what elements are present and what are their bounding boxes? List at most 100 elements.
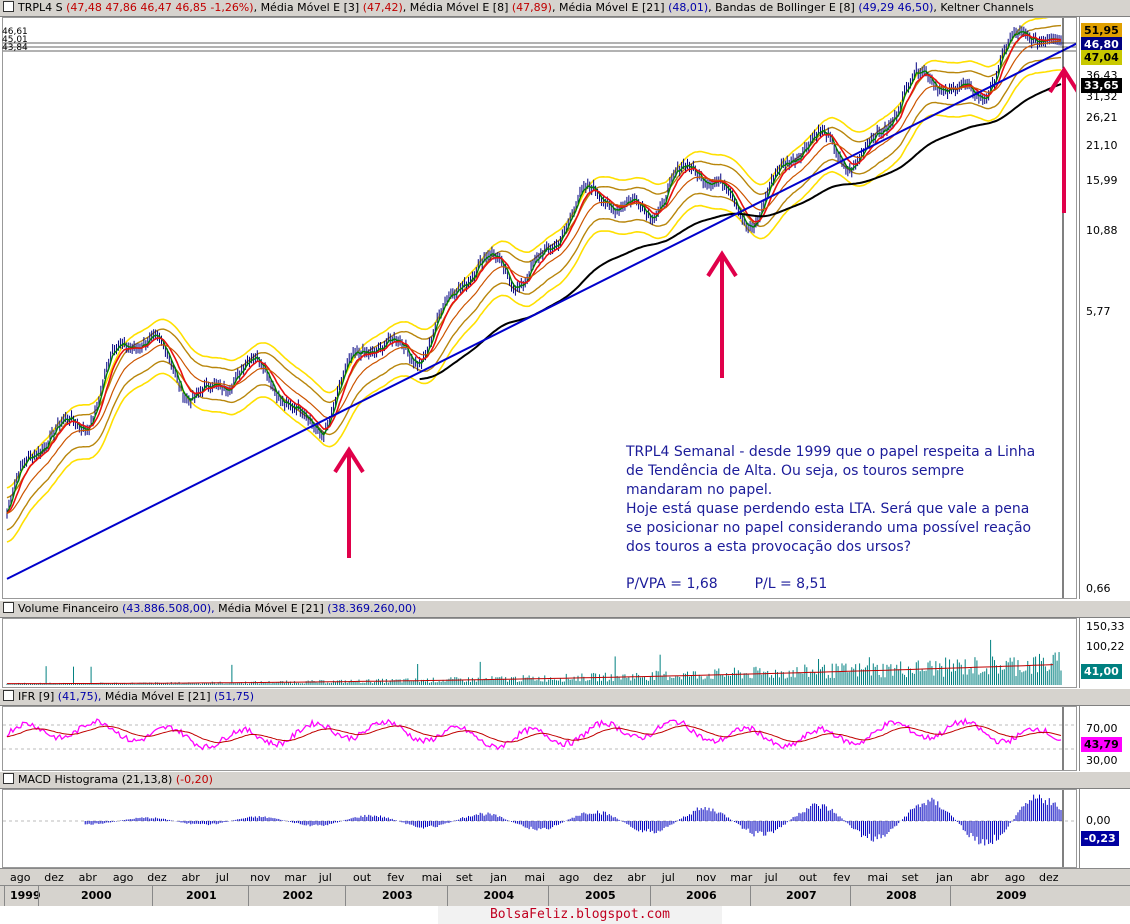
annotation-line: Hoje está quase perdendo esta LTA. Será … bbox=[626, 501, 1030, 517]
month-label: nov bbox=[250, 871, 271, 884]
macd-panel: MACD Histograma (21,13,8) (-0,20) 0,00 -… bbox=[0, 772, 1130, 868]
volume-value: (43.886.508,00), bbox=[122, 602, 215, 615]
last-price-tag: 46,80 bbox=[1081, 37, 1122, 52]
year-separator bbox=[650, 886, 651, 906]
volume-ma-value: (38.369.260,00) bbox=[327, 602, 417, 615]
year-separator bbox=[850, 886, 851, 906]
ifr-plot[interactable] bbox=[2, 706, 1077, 771]
volume-tick: 100,22 bbox=[1086, 640, 1125, 653]
macd-value: (-0,20) bbox=[175, 773, 213, 786]
ifr-header: IFR [9] (41,75), Média Móvel E [21] (51,… bbox=[0, 689, 1130, 706]
annotation-line: mandaram no papel. bbox=[626, 482, 773, 498]
macd-tick: 0,00 bbox=[1086, 814, 1111, 827]
year-label: 2001 bbox=[186, 889, 217, 902]
volume-header: Volume Financeiro (43.886.508,00), Média… bbox=[0, 601, 1130, 618]
price-plot[interactable] bbox=[2, 17, 1077, 599]
panel-close-box[interactable] bbox=[3, 773, 14, 784]
ifr-tick: 30,00 bbox=[1086, 754, 1118, 767]
year-separator bbox=[447, 886, 448, 906]
month-label: abr bbox=[970, 871, 989, 884]
ema8-line bbox=[6, 34, 1062, 514]
top-left-ticks: 46,61 45,01 43,84 bbox=[2, 28, 28, 53]
month-label: mar bbox=[284, 871, 307, 884]
panel-close-box[interactable] bbox=[3, 690, 14, 701]
month-label: jul bbox=[661, 871, 675, 884]
volume-chart-svg bbox=[6, 639, 1062, 685]
month-label: jul bbox=[764, 871, 778, 884]
top-left-tick: 43,84 bbox=[2, 43, 28, 53]
blog-footer[interactable]: BolsaFeliz.blogspot.com bbox=[438, 906, 722, 924]
annotation-line: de Tendência de Alta. Ou seja, os touros… bbox=[626, 463, 965, 479]
keltner-lower-line bbox=[6, 56, 1062, 531]
year-label: 2006 bbox=[686, 889, 717, 902]
month-label: ago bbox=[1004, 871, 1026, 884]
ema21-line bbox=[6, 40, 1061, 514]
ifr-ma-label: Média Móvel E [21] bbox=[104, 690, 211, 703]
macd-plot[interactable] bbox=[2, 789, 1077, 868]
ema3-value: (47,42) bbox=[362, 1, 403, 14]
month-label: dez bbox=[593, 871, 613, 884]
ifr-line bbox=[6, 717, 1062, 751]
year-separator bbox=[750, 886, 751, 906]
volume-tick: 150,33 bbox=[1086, 620, 1125, 633]
volume-panel: Volume Financeiro (43.886.508,00), Média… bbox=[0, 601, 1130, 688]
ifr-ma-value: (51,75) bbox=[214, 690, 255, 703]
macd-label: MACD Histograma (21,13,8) bbox=[18, 773, 173, 786]
month-label: ago bbox=[10, 871, 31, 884]
month-label: jan bbox=[490, 871, 507, 884]
ema8-value: (47,89) bbox=[511, 1, 552, 14]
panel-close-box[interactable] bbox=[3, 1, 14, 12]
ticker-label: TRPL4 S bbox=[18, 1, 63, 14]
annotation-line: se posicionar no papel considerando uma … bbox=[626, 520, 1032, 536]
year-separator bbox=[345, 886, 346, 906]
annotation-text: TRPL4 Semanal - desde 1999 que o papel r… bbox=[626, 443, 1046, 557]
year-separator bbox=[548, 886, 549, 906]
mm200-line bbox=[419, 83, 1062, 381]
month-label: ago bbox=[558, 871, 580, 884]
upper-band-tag: 51,95 bbox=[1081, 23, 1122, 38]
ifr-label: IFR [9] bbox=[18, 690, 55, 703]
volume-ma-label: Média Móvel E [21] bbox=[218, 602, 324, 615]
ema8-label: Média Móvel E [8] bbox=[409, 1, 509, 14]
price-tick: 5,77 bbox=[1086, 305, 1111, 318]
month-label: dez bbox=[44, 871, 64, 884]
bollinger-upper-line bbox=[6, 18, 1049, 489]
keltner-label: Keltner Channels bbox=[940, 1, 1034, 14]
year-separator bbox=[950, 886, 951, 906]
month-label: abr bbox=[627, 871, 646, 884]
price-tick: 21,10 bbox=[1086, 139, 1118, 152]
annotation-line: dos touros a esta provocação dos ursos? bbox=[626, 539, 912, 555]
year-separator bbox=[248, 886, 249, 906]
ifr-tag: 43,79 bbox=[1081, 737, 1122, 752]
month-label: jul bbox=[215, 871, 229, 884]
year-separator bbox=[4, 886, 5, 906]
month-label: dez bbox=[1039, 871, 1059, 884]
price-tick: 0,66 bbox=[1086, 582, 1111, 595]
volume-plot[interactable] bbox=[2, 618, 1077, 688]
panel-close-box[interactable] bbox=[3, 602, 14, 613]
mm-tag: 33,65 bbox=[1081, 78, 1122, 93]
ema3-line bbox=[6, 31, 1062, 514]
volume-tag: 41,00 bbox=[1081, 664, 1122, 679]
valuation-ratios: P/VPA = 1,68 P/L = 8,51 bbox=[626, 576, 827, 592]
year-label: 2002 bbox=[282, 889, 314, 902]
month-axis: ago dez abr ago dez abr jul nov mar jul out fev mai s… bbox=[0, 868, 1130, 886]
price-chart-svg bbox=[3, 18, 1076, 598]
year-label: 2000 bbox=[81, 889, 112, 902]
year-label: 2007 bbox=[786, 889, 817, 902]
year-label: 2009 bbox=[996, 889, 1027, 902]
price-tick: 10,88 bbox=[1086, 224, 1118, 237]
month-label: fev bbox=[833, 871, 851, 884]
year-label: 1999 bbox=[10, 889, 41, 902]
macd-header: MACD Histograma (21,13,8) (-0,20) bbox=[0, 772, 1130, 789]
price-panel-header: TRPL4 S (47,48 47,86 46,47 46,85 -1,26%)… bbox=[0, 0, 1130, 17]
month-label: jan bbox=[936, 871, 953, 884]
year-separator bbox=[152, 886, 153, 906]
annotation-line: TRPL4 Semanal - desde 1999 que o papel r… bbox=[626, 444, 1036, 460]
price-panel: TRPL4 S (47,48 47,86 46,47 46,85 -1,26%)… bbox=[0, 0, 1130, 599]
year-label: 2005 bbox=[585, 889, 616, 902]
pl-ratio: P/L = 8,51 bbox=[754, 576, 828, 592]
month-label: dez bbox=[147, 871, 167, 884]
ifr-value: (41,75), bbox=[57, 690, 102, 703]
bollinger-value: (49,29 46,50) bbox=[858, 1, 934, 14]
